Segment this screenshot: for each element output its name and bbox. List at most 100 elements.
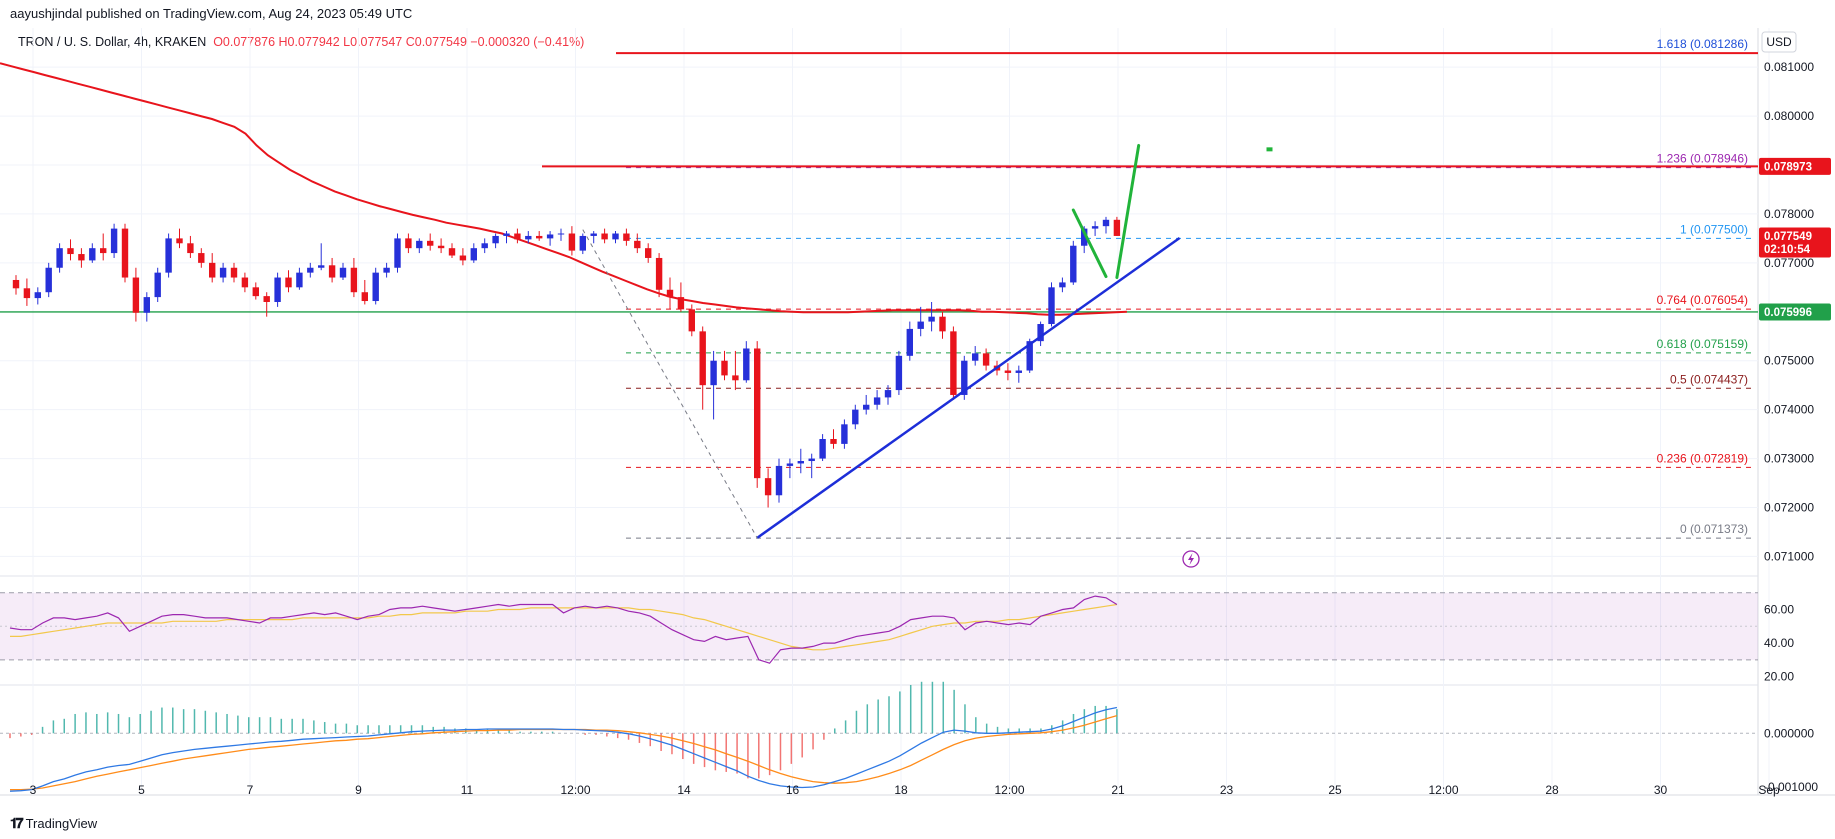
candle-body (1015, 370, 1022, 373)
symbol-title: TRON / U. S. Dollar, 4h, KRAKEN (18, 35, 207, 49)
candle (557, 228, 565, 241)
candle-body (732, 375, 739, 381)
candle-body (1004, 370, 1012, 373)
candle (645, 243, 652, 263)
candle-body (906, 328, 913, 356)
candle-body (634, 240, 641, 249)
time-tick-label: Sep (1758, 783, 1780, 797)
price-tag: 0.078973 (1759, 157, 1831, 175)
candle (982, 348, 990, 371)
candle (23, 278, 31, 306)
candle-body (808, 458, 815, 462)
publisher-text: aayushjindal published on TradingView.co… (10, 6, 413, 21)
time-tick-label: 12:00 (560, 783, 590, 797)
candle (863, 394, 870, 415)
candle (448, 243, 456, 258)
candle (34, 287, 41, 305)
candle-body (187, 243, 194, 254)
candle-body (427, 240, 434, 246)
candle (459, 248, 467, 266)
trend-line (756, 236, 1181, 539)
candle-body (361, 292, 368, 302)
time-tick-label: 21 (1111, 783, 1125, 797)
price-tick-label: 0.081000 (1764, 60, 1814, 74)
candle-body (579, 235, 586, 251)
time-axis[interactable]: 3 5 7 9 11 12:00 14 16 18 12:00 21 23 25 12:00 28 30 Sep… (30, 783, 1835, 797)
candle-body (928, 316, 935, 322)
candle (328, 257, 336, 283)
candle-body (110, 228, 118, 254)
candle (230, 262, 238, 283)
candle (655, 253, 663, 298)
candle-body (743, 348, 750, 381)
candle (841, 419, 848, 449)
macd-line (9, 706, 1118, 792)
candle (536, 231, 543, 241)
candle (209, 253, 216, 283)
rsi-indicator (9, 595, 1118, 664)
candle (100, 233, 107, 261)
candle (503, 231, 510, 244)
time-tick-label: 14 (677, 783, 691, 797)
rsi-tick-label: 60.00 (1764, 603, 1794, 617)
candle-body (372, 272, 379, 302)
candle-body (339, 267, 347, 278)
candle-body (525, 235, 532, 240)
retrace-line (582, 229, 758, 539)
candle (78, 248, 85, 268)
price-tag-bg (1759, 227, 1831, 258)
candle (427, 233, 434, 251)
candle (318, 243, 325, 271)
candle (819, 434, 826, 462)
candle-body (219, 267, 227, 278)
candle (416, 238, 423, 254)
macd-indicator (0, 681, 1758, 792)
tradingview-logo[interactable]: 𝟏𝟕 TradingView (10, 815, 97, 832)
candle-body (557, 233, 565, 235)
candle-body (536, 235, 543, 239)
candle (372, 267, 379, 305)
candle (972, 346, 979, 366)
currency-label: USD (1766, 35, 1792, 49)
projection-up (1115, 143, 1141, 280)
time-tick-label: 23 (1220, 783, 1234, 797)
candle (110, 223, 118, 258)
candle-body (459, 255, 467, 261)
candle-body (296, 272, 303, 288)
candle (339, 262, 347, 280)
candle (437, 238, 445, 254)
candle-body (132, 277, 140, 313)
candle-body (546, 234, 554, 239)
price-tick-label: 0.071000 (1764, 549, 1814, 563)
candle (732, 350, 739, 391)
candle-body (852, 409, 859, 425)
price-tick-label: 0.075000 (1764, 354, 1814, 368)
candle (383, 262, 390, 278)
candle (285, 270, 292, 293)
fib-level-label: 1 (0.077500) (1680, 222, 1748, 236)
candle-body (797, 461, 804, 464)
candle (1070, 240, 1077, 285)
candle-body (1026, 341, 1033, 371)
fib-level-label: 1.618 (0.081286) (1657, 37, 1748, 51)
candle (961, 355, 968, 400)
fibonacci-levels: 1.618 (0.081286) 1.236 (0.078946) 1 (0.077… (626, 37, 1752, 539)
candle (45, 262, 52, 298)
candle (67, 239, 74, 261)
currency-button[interactable]: USD (1761, 31, 1797, 53)
candle (274, 272, 281, 307)
candle (601, 228, 608, 244)
lightning-icon[interactable] (1182, 550, 1200, 568)
price-tick-label: 0.074000 (1764, 403, 1814, 417)
candle (307, 262, 314, 278)
candle (568, 226, 576, 256)
candle (154, 267, 161, 302)
candle (481, 238, 488, 254)
candle-body (492, 235, 499, 244)
candle (1102, 216, 1110, 234)
candle-body (666, 289, 674, 298)
candle-body (209, 262, 216, 278)
candle (895, 350, 903, 395)
